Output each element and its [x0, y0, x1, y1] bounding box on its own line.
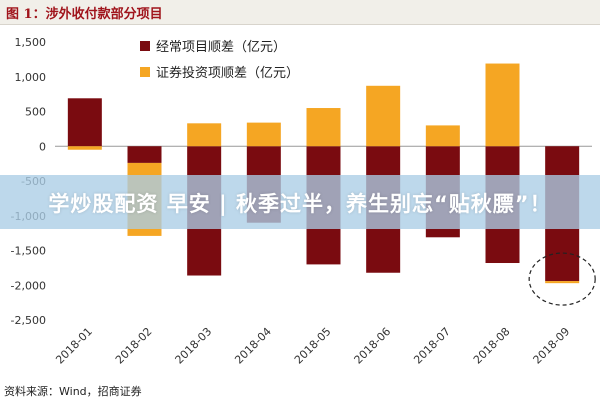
- source-note: 资料来源：Wind，招商证券: [4, 385, 142, 398]
- bar-securities: [246, 122, 281, 147]
- x-tick-label: 2018-05: [292, 325, 334, 367]
- chart-title: 图 1：涉外收付款部分项目: [6, 7, 163, 22]
- bar-current-account: [67, 98, 102, 147]
- y-tick-label: -2,500: [11, 314, 46, 327]
- x-tick-label: 2018-03: [173, 325, 215, 367]
- legend-label: 经常项目顺差（亿元）: [156, 40, 286, 55]
- y-tick-label: -1,500: [11, 245, 46, 258]
- banner-text: 学炒股配资 早安 | 秋季过半，养生别忘“贴秋膘”！: [48, 192, 552, 216]
- overlay-banner: 学炒股配资 早安 | 秋季过半，养生别忘“贴秋膘”！: [0, 175, 600, 229]
- bar-securities: [425, 125, 460, 147]
- bar-securities: [366, 85, 401, 147]
- y-tick-label: 0: [39, 140, 46, 153]
- bar-chart: 1,5001,0005000-500-1,000-1,500-2,000-2,5…: [11, 36, 596, 367]
- title-bar: 图 1：涉外收付款部分项目: [0, 0, 600, 25]
- x-tick-label: 2018-02: [113, 325, 155, 367]
- legend-swatch: [140, 41, 150, 51]
- legend-swatch: [140, 67, 150, 77]
- bar-securities: [67, 146, 102, 150]
- x-tick-label: 2018-07: [411, 325, 453, 367]
- bar-securities: [485, 63, 520, 147]
- y-tick-label: 1,500: [15, 36, 47, 49]
- x-tick-label: 2018-04: [232, 325, 274, 367]
- y-tick-label: -2,000: [11, 279, 46, 292]
- bar-securities: [545, 281, 580, 284]
- x-tick-label: 2018-01: [53, 325, 95, 367]
- x-tick-label: 2018-08: [471, 325, 513, 367]
- y-tick-label: 500: [25, 106, 46, 119]
- highlight-circle: [528, 252, 596, 306]
- bar-securities: [306, 108, 341, 147]
- legend-label: 证券投资项顺差（亿元）: [156, 65, 299, 81]
- x-tick-label: 2018-06: [352, 325, 394, 367]
- bar-securities: [187, 123, 222, 147]
- x-tick-label: 2018-09: [531, 325, 573, 367]
- y-tick-label: 1,000: [15, 71, 47, 84]
- bar-current-account: [127, 146, 162, 163]
